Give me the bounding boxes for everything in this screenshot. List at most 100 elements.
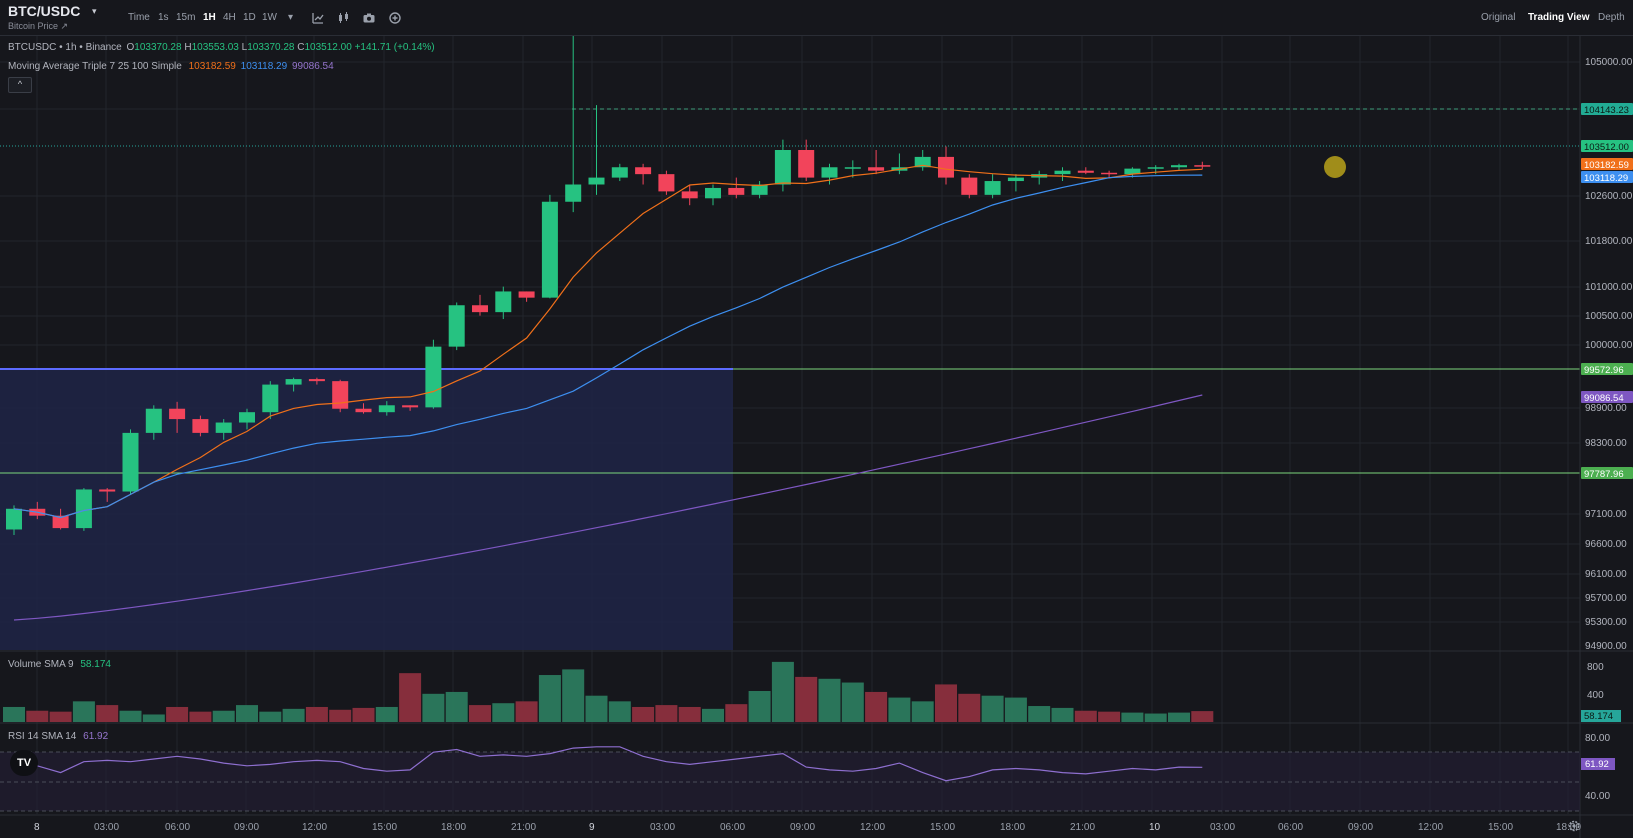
timeframe-15m[interactable]: 15m: [176, 12, 196, 23]
low-label: L: [241, 42, 248, 53]
candle-body[interactable]: [448, 305, 465, 347]
candle-body[interactable]: [635, 167, 652, 175]
candle-body[interactable]: [1147, 167, 1164, 169]
candle-body[interactable]: [751, 184, 768, 195]
candle-body[interactable]: [1171, 165, 1187, 168]
candle-body[interactable]: [681, 191, 698, 199]
tradingview-logo[interactable]: TV: [10, 750, 38, 776]
candle-body[interactable]: [705, 187, 721, 199]
timeframe-1h[interactable]: 1H: [203, 12, 216, 23]
candle-body[interactable]: [541, 201, 558, 298]
candle-body[interactable]: [75, 489, 92, 529]
low-value: 103370.28: [247, 42, 295, 53]
candle-body[interactable]: [1194, 165, 1211, 167]
candle-body[interactable]: [1007, 177, 1024, 182]
volume-bar: [469, 705, 491, 722]
timeframe-dropdown-icon[interactable]: ▾: [288, 12, 294, 23]
add-plus-icon[interactable]: [388, 11, 402, 25]
symbol-dropdown-icon[interactable]: ▾: [92, 6, 97, 16]
cursor-marker: [1324, 156, 1346, 178]
volume-bar: [841, 682, 864, 722]
timeframe-1d[interactable]: 1D: [243, 12, 256, 23]
candle-body[interactable]: [1101, 172, 1118, 175]
price-tag: [1581, 171, 1633, 183]
time-tick-label: 09:00: [790, 822, 815, 833]
volume-bar: [1074, 710, 1097, 722]
candle-body[interactable]: [169, 408, 186, 420]
volume-bar: [282, 708, 305, 722]
candle-body[interactable]: [495, 291, 512, 313]
view-tradingview-tab[interactable]: Trading View: [1528, 12, 1590, 23]
candle-body[interactable]: [262, 384, 279, 413]
candle-body[interactable]: [402, 405, 419, 408]
time-tick-label: 12:00: [1418, 822, 1443, 833]
timeframe-1w[interactable]: 1W: [262, 12, 277, 23]
candle-body[interactable]: [961, 177, 978, 195]
price-tag: [1581, 363, 1633, 375]
candle-body[interactable]: [99, 489, 116, 492]
view-original-tab[interactable]: Original: [1481, 12, 1516, 23]
candle-body[interactable]: [308, 379, 325, 382]
candle-body[interactable]: [332, 381, 349, 409]
candle-body[interactable]: [565, 184, 582, 202]
camera-icon[interactable]: [362, 11, 376, 25]
candle-body[interactable]: [774, 150, 791, 185]
candle-body[interactable]: [588, 177, 605, 185]
candle-body[interactable]: [1077, 170, 1094, 173]
candle-body[interactable]: [1124, 168, 1141, 175]
candle-style-icon[interactable]: [337, 11, 351, 25]
price-tick-label: 95700.00: [1585, 593, 1627, 604]
volume-bar: [678, 706, 701, 722]
candle-body[interactable]: [239, 412, 255, 423]
ma25-value: 103118.29: [240, 61, 288, 72]
volume-tag: [1581, 710, 1621, 722]
view-depth-tab[interactable]: Depth: [1598, 12, 1625, 23]
candle-body[interactable]: [821, 167, 838, 178]
candle-body[interactable]: [122, 432, 139, 492]
candle-body[interactable]: [984, 181, 1001, 195]
volume-bar: [259, 711, 282, 722]
collapse-legend-button[interactable]: ^: [8, 77, 32, 93]
volume-bar: [492, 703, 515, 722]
candle-body[interactable]: [215, 422, 232, 433]
candle-body[interactable]: [914, 156, 931, 168]
price-tick-label: 100500.00: [1585, 311, 1633, 322]
time-tick-label: 9: [589, 822, 595, 833]
indicators-icon[interactable]: [311, 11, 325, 25]
time-tick-label: 09:00: [234, 822, 259, 833]
symbol-title[interactable]: BTC/USDC: [8, 3, 81, 19]
candle-body[interactable]: [728, 187, 745, 195]
time-tick-label: 06:00: [165, 822, 190, 833]
candle-body[interactable]: [378, 405, 395, 413]
candle-body[interactable]: [1054, 170, 1071, 175]
candle-body[interactable]: [518, 291, 535, 298]
candle-body[interactable]: [145, 408, 162, 433]
price-tick-label: 102600.00: [1585, 191, 1633, 202]
timeframe-time[interactable]: Time: [128, 12, 150, 23]
candle-body[interactable]: [192, 419, 209, 433]
candle-body[interactable]: [868, 167, 885, 171]
candle-body[interactable]: [798, 150, 815, 178]
rsi-tick-label: 40.00: [1585, 791, 1610, 802]
symbol-subtitle-link[interactable]: Bitcoin Price ↗: [8, 21, 69, 31]
candle-body[interactable]: [611, 167, 628, 178]
candle-body[interactable]: [52, 515, 69, 529]
candle-body[interactable]: [355, 408, 372, 413]
price-tick-label: 98300.00: [1585, 438, 1627, 449]
candle-body[interactable]: [658, 174, 675, 192]
high-value: 103553.03: [191, 42, 239, 53]
candle-body[interactable]: [472, 305, 488, 313]
gear-icon[interactable]: [1567, 819, 1581, 833]
candle-body[interactable]: [938, 156, 954, 178]
candle-body[interactable]: [6, 508, 22, 530]
timeframe-1s[interactable]: 1s: [158, 12, 169, 23]
volume-bar: [702, 708, 724, 722]
candle-body[interactable]: [285, 379, 302, 385]
candle-body[interactable]: [425, 346, 442, 408]
timeframe-4h[interactable]: 4H: [223, 12, 236, 23]
volume-bar: [236, 705, 258, 722]
close-label: C: [297, 42, 305, 53]
candle-body[interactable]: [844, 167, 861, 169]
price-tag: [1581, 158, 1633, 170]
